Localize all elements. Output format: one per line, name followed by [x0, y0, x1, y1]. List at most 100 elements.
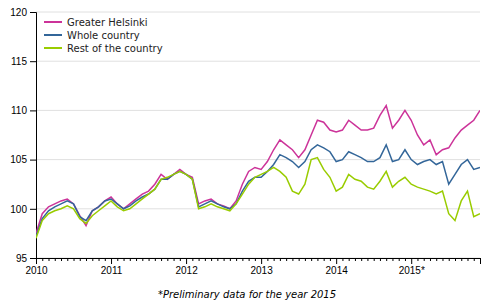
x-tick	[317, 258, 318, 261]
legend-swatch	[44, 47, 62, 49]
x-tick	[480, 258, 481, 261]
x-tick	[455, 258, 456, 261]
lines	[36, 105, 480, 238]
y-tick: 110	[11, 105, 36, 116]
x-tick-mark	[380, 258, 381, 261]
x-tick-mark	[361, 258, 362, 261]
y-axis-line	[30, 13, 37, 259]
x-tick	[136, 258, 137, 261]
plot: 9510010511011512020102011201220132014201…	[10, 7, 480, 276]
x-tick	[130, 258, 131, 261]
x-tick-mark	[449, 258, 450, 261]
x-tick-mark	[430, 258, 431, 261]
y-tick-mark	[30, 258, 36, 259]
x-tick-mark	[192, 258, 193, 261]
y-tick-label: 95	[16, 253, 28, 264]
x-tick: 2014	[326, 258, 349, 276]
legend-label: Rest of the country	[67, 43, 163, 54]
x-tick	[380, 258, 381, 261]
x-tick	[361, 258, 362, 261]
x-tick-mark	[424, 258, 425, 261]
x-tick-mark	[480, 258, 481, 261]
x-tick	[274, 258, 275, 261]
grid-line	[36, 12, 480, 13]
x-tick	[449, 258, 450, 261]
y-tick-label: 120	[10, 7, 27, 18]
x-tick-mark	[442, 258, 443, 261]
x-tick	[105, 258, 106, 261]
y-axis: 95100105110115120	[10, 7, 36, 264]
x-tick	[236, 258, 237, 261]
x-tick-mark	[186, 258, 187, 264]
x-tick	[374, 258, 375, 261]
series-line	[36, 105, 480, 233]
x-tick	[417, 258, 418, 261]
x-tick	[461, 258, 462, 261]
x-tick-mark	[55, 258, 56, 261]
x-tick-mark	[205, 258, 206, 261]
x-tick-label: 2010	[25, 265, 48, 276]
x-tick-mark	[136, 258, 137, 261]
x-tick	[124, 258, 125, 261]
x-tick	[224, 258, 225, 261]
x-tick	[205, 258, 206, 261]
series-line	[36, 158, 480, 239]
x-tick-mark	[149, 258, 150, 261]
x-tick	[55, 258, 56, 261]
x-tick	[430, 258, 431, 261]
legend-item: Greater Helsinki	[44, 17, 148, 28]
x-tick-mark	[92, 258, 93, 261]
y-tick: 105	[10, 154, 36, 165]
x-tick-mark	[80, 258, 81, 261]
x-tick-mark	[342, 258, 343, 261]
x-tick	[230, 258, 231, 261]
x-tick-mark	[336, 258, 337, 264]
x-tick-mark	[199, 258, 200, 261]
x-tick-label: 2011	[101, 265, 123, 276]
footnote: *Preliminary data for the year 2015	[158, 289, 336, 300]
x-tick-mark	[180, 258, 181, 261]
x-tick	[242, 258, 243, 261]
y-tick: 95	[16, 253, 36, 264]
x-axis-line	[37, 259, 481, 265]
x-tick-mark	[249, 258, 250, 261]
x-tick	[255, 258, 256, 261]
legend-swatch	[44, 21, 62, 23]
legend-label: Whole country	[67, 30, 140, 41]
x-tick-mark	[255, 258, 256, 261]
x-tick-mark	[461, 258, 462, 261]
x-tick	[399, 258, 400, 261]
x-tick	[355, 258, 356, 261]
x-tick-mark	[455, 258, 456, 261]
x-tick-mark	[111, 258, 112, 264]
x-tick	[67, 258, 68, 261]
x-tick-mark	[167, 258, 168, 261]
x-tick-mark	[386, 258, 387, 261]
x-tick-mark	[299, 258, 300, 261]
grid	[36, 12, 480, 258]
x-tick-mark	[74, 258, 75, 261]
legend-item: Rest of the country	[44, 43, 163, 54]
x-tick	[311, 258, 312, 261]
x-tick-mark	[117, 258, 118, 261]
x-tick-mark	[292, 258, 293, 261]
legend-item: Whole country	[44, 30, 140, 41]
x-tick-mark	[417, 258, 418, 261]
x-tick	[267, 258, 268, 261]
y-tick: 120	[10, 7, 36, 18]
x-tick	[467, 258, 468, 261]
x-tick	[367, 258, 368, 261]
y-tick-mark	[30, 209, 36, 210]
x-tick-mark	[36, 258, 37, 264]
series-line	[36, 145, 480, 237]
x-tick	[442, 258, 443, 261]
x-tick-mark	[474, 258, 475, 261]
x-tick-mark	[411, 258, 412, 264]
x-tick-mark	[330, 258, 331, 261]
y-tick-label: 100	[10, 204, 27, 215]
x-tick	[392, 258, 393, 261]
x-tick-mark	[61, 258, 62, 261]
x-tick-mark	[105, 258, 106, 261]
x-tick-mark	[236, 258, 237, 261]
x-tick	[474, 258, 475, 261]
